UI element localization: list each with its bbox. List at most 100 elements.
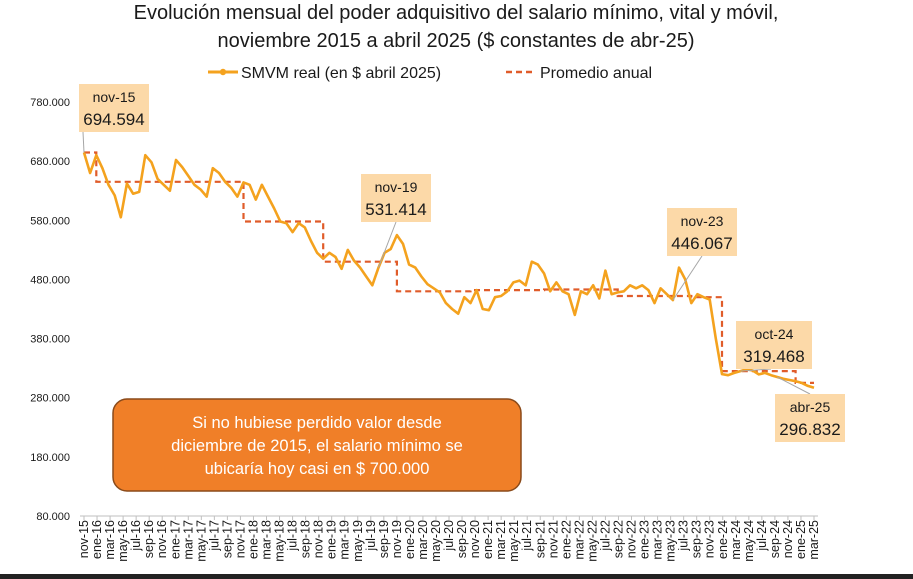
x-tick-label: jul-20 (442, 520, 456, 552)
x-tick-label: ene-22 (559, 520, 573, 559)
legend-marker-smvm (219, 68, 227, 76)
x-tick-label: jul-19 (364, 520, 378, 552)
annotations: nov-15 694.594 nov-19 531.414 nov-23 446.067 o… (79, 84, 845, 442)
callout-leader (776, 376, 811, 395)
callout-date: abr-25 (790, 399, 831, 415)
x-tick-label: ene-17 (168, 520, 182, 559)
x-tick-label: mar-24 (729, 520, 743, 560)
x-tick-label: may-22 (585, 520, 599, 562)
x-tick-label: may-19 (351, 520, 365, 562)
x-tick-label: sep-18 (299, 520, 313, 558)
x-tick-label: mar-18 (260, 520, 274, 560)
callout-value: 694.594 (83, 110, 144, 129)
note-box-bg (112, 398, 522, 492)
x-tick-label: jul-17 (207, 520, 221, 552)
y-tick-label: 280.000 (30, 393, 70, 405)
x-axis: nov-15 ene-16 mar-16 may-16 jul-16 sep-16 nov-… (77, 515, 821, 562)
x-tick-label: mar-17 (181, 520, 195, 560)
callout-nov-19: nov-19 531.414 (361, 174, 431, 268)
x-tick-label: mar-20 (416, 520, 430, 560)
x-tick-label: mar-23 (651, 520, 665, 560)
x-tick-label: may-16 (116, 520, 130, 562)
note-line-1: Si no hubiese perdido valor desde (192, 414, 442, 432)
callout-box (775, 394, 845, 442)
y-tick-label: 580.000 (30, 215, 70, 227)
x-tick-label: mar-19 (338, 520, 352, 560)
x-tick-label: jul-18 (286, 520, 300, 552)
x-tick-label: ene-20 (403, 520, 417, 559)
y-tick-label: 780.000 (30, 97, 70, 109)
callout-date: nov-23 (681, 213, 724, 229)
x-tick-label: may-21 (507, 520, 521, 562)
x-tick-label: may-24 (742, 520, 756, 562)
x-tick-label: nov-20 (468, 520, 482, 558)
x-tick-label: jul-22 (598, 520, 612, 552)
x-tick-label: may-23 (664, 520, 678, 562)
x-tick-label: ene-16 (90, 520, 104, 559)
x-tick-label: mar-25 (807, 520, 821, 560)
x-tick-label: ene-24 (716, 520, 730, 559)
legend-label-smvm: SMVM real (en $ abril 2025) (241, 65, 441, 82)
callout-date: nov-15 (93, 89, 136, 105)
callout-leader (82, 131, 85, 153)
x-tick-label: nov-21 (546, 520, 560, 558)
x-tick-label: may-18 (273, 520, 287, 562)
x-tick-label: nov-15 (77, 520, 91, 558)
series-smvm-real (82, 152, 815, 390)
x-tick-label: jul-24 (755, 520, 769, 552)
callout-oct-24: oct-24 319.468 (736, 321, 812, 372)
x-tick-label: sep-22 (611, 520, 625, 558)
note-line-3: ubicaría hoy casi en $ 700.000 (205, 460, 430, 478)
chart-subtitle: noviembre 2015 a abril 2025 ($ constante… (218, 30, 695, 52)
y-tick-label: 380.000 (30, 334, 70, 346)
x-tick-label: sep-23 (690, 520, 704, 558)
series-promedio-anual (84, 151, 814, 384)
x-tick-label: ene-25 (794, 520, 808, 559)
x-tick-label: sep-17 (220, 520, 234, 558)
x-tick-label: mar-21 (494, 520, 508, 560)
callout-box (79, 84, 149, 132)
callout-value: 531.414 (365, 200, 426, 219)
y-tick-label: 80.000 (36, 511, 70, 523)
window-bottom-edge (0, 574, 913, 579)
note-box: Si no hubiese perdido valor desde diciem… (112, 398, 522, 492)
x-tick-label: nov-18 (312, 520, 326, 558)
x-tick-label: sep-16 (142, 520, 156, 558)
y-tick-label: 480.000 (30, 274, 70, 286)
legend-label-promedio: Promedio anual (540, 65, 652, 82)
x-tick-label: mar-22 (572, 520, 586, 560)
x-tick-label: nov-16 (155, 520, 169, 558)
callout-value: 296.832 (779, 420, 840, 439)
callout-box (667, 208, 737, 256)
x-tick-label: ene-18 (246, 520, 260, 559)
y-tick-label: 180.000 (30, 452, 70, 464)
x-tick-label: nov-23 (703, 520, 717, 558)
x-tick-label: mar-16 (103, 520, 117, 560)
x-tick-label: jul-21 (520, 520, 534, 552)
callout-date: oct-24 (755, 326, 794, 342)
x-tick-label: sep-19 (377, 520, 391, 558)
note-line-2: diciembre de 2015, el salario mínimo se (171, 437, 463, 455)
callout-value: 319.468 (743, 347, 804, 366)
callout-box (736, 321, 812, 369)
callout-date: nov-19 (375, 179, 418, 195)
x-tick-label: sep-24 (768, 520, 782, 558)
callout-nov-15: nov-15 694.594 (79, 84, 149, 153)
x-tick-label: nov-19 (390, 520, 404, 558)
x-tick-label: ene-23 (638, 520, 652, 559)
x-tick-label: may-20 (429, 520, 443, 562)
callout-nov-23: nov-23 446.067 (667, 208, 737, 301)
callout-leader (672, 255, 703, 301)
x-tick-label: ene-21 (481, 520, 495, 559)
x-tick-label: nov-22 (625, 520, 639, 558)
callout-leader (377, 221, 397, 268)
callout-leader (740, 368, 772, 372)
x-tick-label: jul-16 (129, 520, 143, 552)
x-tick-label: ene-19 (325, 520, 339, 559)
y-axis: 780.000 680.000 580.000 480.000 380.000 280.0… (30, 97, 70, 523)
callout-box (361, 174, 431, 222)
x-tick-label: sep-20 (455, 520, 469, 558)
chart-title: Evolución mensual del poder adquisitivo … (134, 2, 779, 24)
x-tick-label: sep-21 (533, 520, 547, 558)
